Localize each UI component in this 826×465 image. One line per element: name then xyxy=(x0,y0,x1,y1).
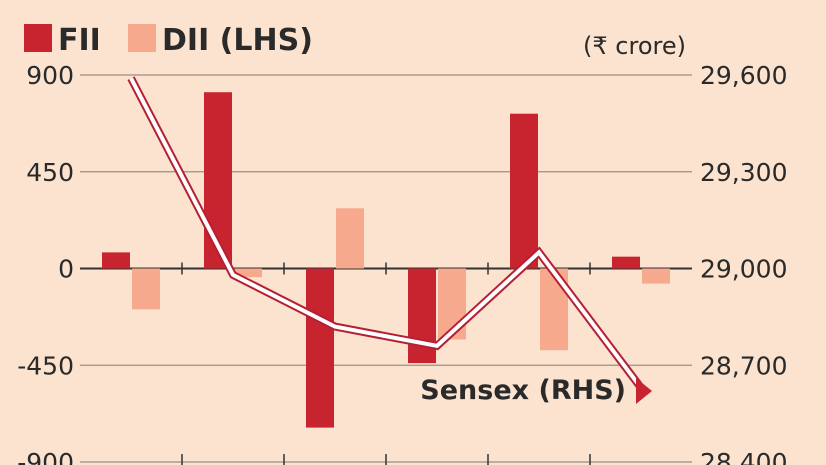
legend-label-dii: DII (LHS) xyxy=(162,23,313,58)
right-tick-label: 29,300 xyxy=(700,158,787,187)
dii-bar-2 xyxy=(234,268,262,278)
sensex-label: Sensex (RHS) xyxy=(420,375,626,406)
right-axis-ticks: 29,600 29,300 29,000 28,700 28,400 xyxy=(700,61,787,465)
left-tick-label: -900 xyxy=(17,448,74,465)
right-tick-label: 29,000 xyxy=(700,255,787,284)
bars xyxy=(102,92,670,428)
right-tick-label: 28,400 xyxy=(700,448,787,465)
legend-swatch-dii xyxy=(128,24,156,52)
dii-bar-1 xyxy=(132,268,160,310)
x-axis-ticks xyxy=(181,262,591,465)
left-tick-label: 900 xyxy=(26,61,74,90)
left-tick-label: 450 xyxy=(26,158,74,187)
legend: FII DII (LHS) xyxy=(24,23,313,58)
fii-bar-6 xyxy=(612,256,640,269)
left-tick-label: -450 xyxy=(17,351,74,380)
sensex-line xyxy=(129,77,643,390)
fii-bar-3 xyxy=(306,268,334,428)
dii-bar-3 xyxy=(336,208,364,269)
left-tick-label: 0 xyxy=(58,255,74,284)
sensex-label-arrow-icon xyxy=(636,378,652,404)
right-tick-label: 29,600 xyxy=(700,61,787,90)
sensex-line-group xyxy=(127,76,645,391)
unit-label: (₹ crore) xyxy=(583,32,686,60)
right-tick-label: 28,700 xyxy=(700,351,787,380)
legend-swatch-fii xyxy=(24,24,52,52)
fii-bar-1 xyxy=(102,252,130,269)
dii-bar-6 xyxy=(642,268,670,284)
fii-bar-5 xyxy=(510,113,538,269)
left-axis-ticks: 900 450 0 -450 -900 xyxy=(17,61,74,465)
legend-label-fii: FII xyxy=(58,23,101,58)
